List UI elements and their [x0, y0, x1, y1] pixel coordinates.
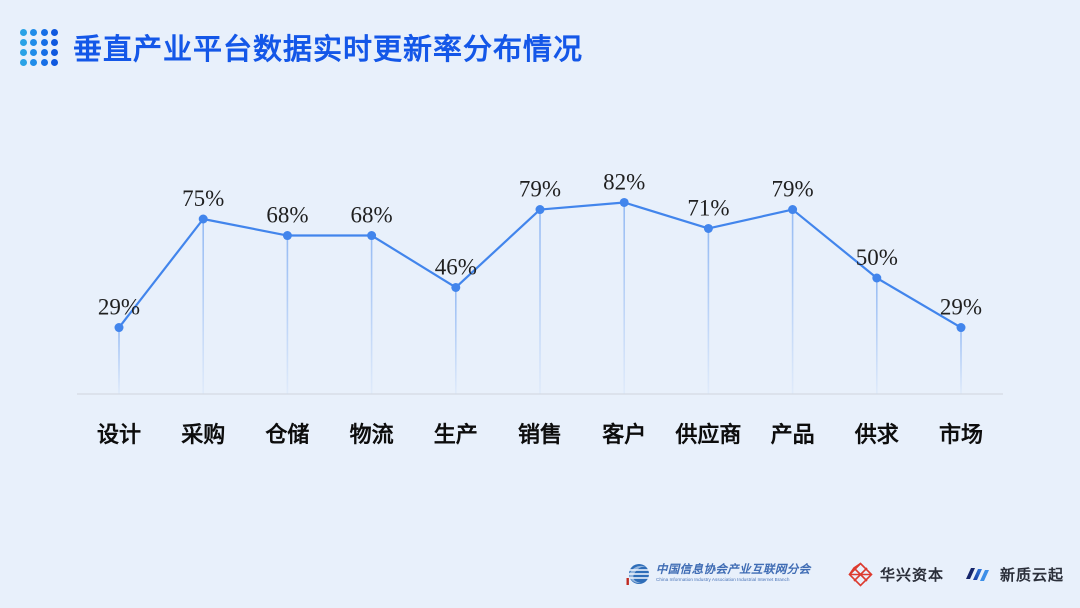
dot [51, 28, 59, 36]
dot [30, 48, 38, 56]
value-label: 46% [435, 254, 477, 279]
dot [40, 58, 48, 66]
value-label: 29% [98, 295, 140, 320]
category-label: 生产 [434, 422, 478, 447]
category-label: 客户 [602, 422, 646, 447]
value-label: 68% [351, 203, 393, 228]
huaxing-logo-block: 华兴资本 [847, 561, 944, 588]
data-point [282, 231, 292, 241]
association-name-en: China Information Industry Association I… [655, 577, 790, 583]
category-label: 设计 [97, 422, 141, 447]
data-point [367, 231, 377, 241]
association-name-cn: 中国信息协会产业互联网分会 [655, 564, 811, 577]
category-label: 供求 [854, 422, 899, 447]
dot-grid-icon [18, 27, 60, 67]
category-label: 产品 [771, 422, 815, 447]
category-label: 采购 [181, 422, 225, 447]
data-point [788, 205, 798, 215]
category-label: 物流 [350, 422, 394, 447]
data-point [114, 323, 124, 333]
dot [51, 58, 59, 66]
dot [30, 28, 38, 36]
association-logo-icon [626, 563, 650, 585]
huaxing-logo-icon [848, 561, 873, 587]
value-label: 75% [182, 186, 224, 211]
value-label: 29% [940, 295, 982, 320]
dot [40, 38, 48, 46]
xinzhi-logo-icon [965, 568, 989, 581]
xinzhi-logo-block: 新质云起 [964, 563, 1064, 585]
data-point [535, 205, 545, 215]
xinzhi-name: 新质云起 [999, 566, 1064, 584]
dot [30, 38, 38, 46]
category-label: 销售 [518, 422, 562, 447]
data-point [872, 273, 882, 283]
page-title: 垂直产业平台数据实时更新率分布情况 [73, 34, 584, 66]
value-label: 68% [266, 203, 308, 228]
dot [19, 28, 27, 36]
dot [51, 48, 59, 56]
dot [19, 48, 27, 56]
value-label: 71% [687, 195, 729, 220]
huaxing-name: 华兴资本 [879, 566, 944, 584]
data-point [956, 323, 966, 333]
value-label: 82% [603, 169, 645, 194]
value-label: 79% [772, 177, 814, 202]
dot [19, 58, 27, 66]
data-point [703, 223, 713, 233]
value-label: 50% [856, 245, 898, 270]
association-logo-block: 中国信息协会产业互联网分会 China Information Industry… [625, 561, 827, 588]
category-label: 供应商 [674, 422, 741, 447]
dot [30, 58, 38, 66]
footer-logos: 中国信息协会产业互联网分会 China Information Industry… [625, 556, 1064, 592]
data-point [451, 282, 461, 292]
dot [51, 38, 59, 46]
data-point [619, 197, 629, 207]
dot [40, 28, 48, 36]
data-point [198, 214, 208, 224]
dot [19, 38, 27, 46]
header: 垂直产业平台数据实时更新率分布情况 [18, 26, 583, 68]
category-label: 市场 [939, 422, 983, 447]
dot [40, 48, 48, 56]
value-label: 79% [519, 177, 561, 202]
category-label: 仓储 [264, 422, 309, 447]
